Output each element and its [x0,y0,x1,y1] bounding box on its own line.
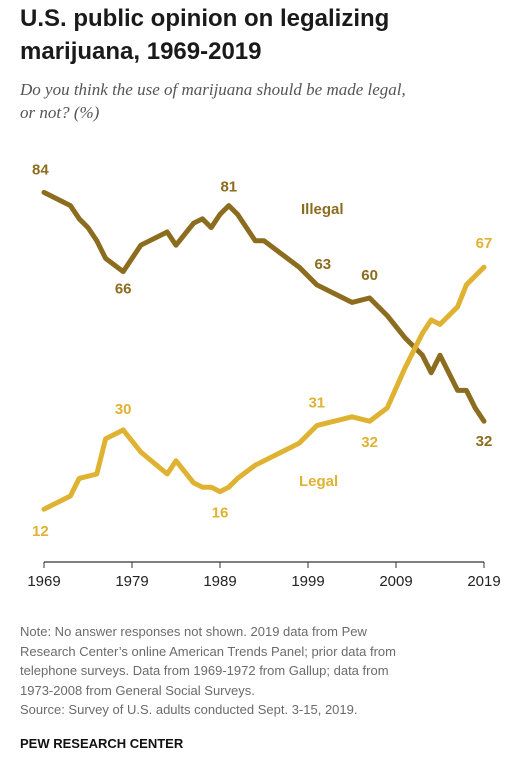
chart-title-line-1: U.S. public opinion on legalizing [20,5,390,32]
source-line: Source: Survey of U.S. adults conducted … [20,702,358,717]
note-line-4: 1973-2008 from General Social Surveys. [20,682,255,698]
x-tick-label-1999: 1999 [291,573,324,590]
value-label-legal-1978: 30 [115,401,132,418]
note-line-3: telephone surveys. Data from 1969-1972 f… [20,663,389,678]
chart-title-line-2: marijuana, 1969-2019 [20,38,262,65]
value-label-illegal-1978: 66 [115,281,132,298]
series-label-legal: Legal [299,473,338,490]
series-label-illegal: Illegal [301,201,344,218]
pew-research-center-logo: PEW RESEARCH CENTER [20,736,184,751]
value-label-illegal-2000: 63 [314,256,331,273]
chart-subtitle: Do you think the use of marijuana should… [20,78,515,124]
x-tick-label-2009: 2009 [379,573,412,590]
x-tick-label-1989: 1989 [203,573,236,590]
chart-subtitle-line-2: or not? (%) [20,103,100,122]
note-line-2: Research Center’s online American Trends… [20,643,396,659]
value-label-illegal-1969: 84 [32,161,49,178]
line-chart: 1969 1979 1989 1999 2009 2019 84 66 81 63 60 32 12 30… [27,161,500,590]
value-label-legal-1989: 16 [212,505,229,522]
value-label-legal-2000: 31 [308,395,325,412]
series-line-illegal [41,189,487,424]
value-label-legal-2019: 67 [476,235,493,252]
x-tick-label-1979: 1979 [115,573,148,590]
series-line-legal [41,264,487,512]
value-label-illegal-2019: 32 [476,433,493,450]
value-label-legal-2006: 32 [361,434,378,451]
chart-title: U.S. public opinion on legalizing mariju… [20,2,515,68]
x-tick-label-2019: 2019 [467,573,500,590]
value-label-illegal-2006: 60 [361,267,378,284]
chart-note: Note: No answer responses not shown. 201… [20,622,515,720]
x-tick-label-1969: 1969 [27,573,60,590]
chart-subtitle-line-1: Do you think the use of marijuana should… [20,80,406,99]
value-label-illegal-1990: 81 [220,179,237,196]
note-line-1: Note: No answer responses not shown. 201… [20,624,367,639]
value-label-legal-1969: 12 [32,523,49,540]
